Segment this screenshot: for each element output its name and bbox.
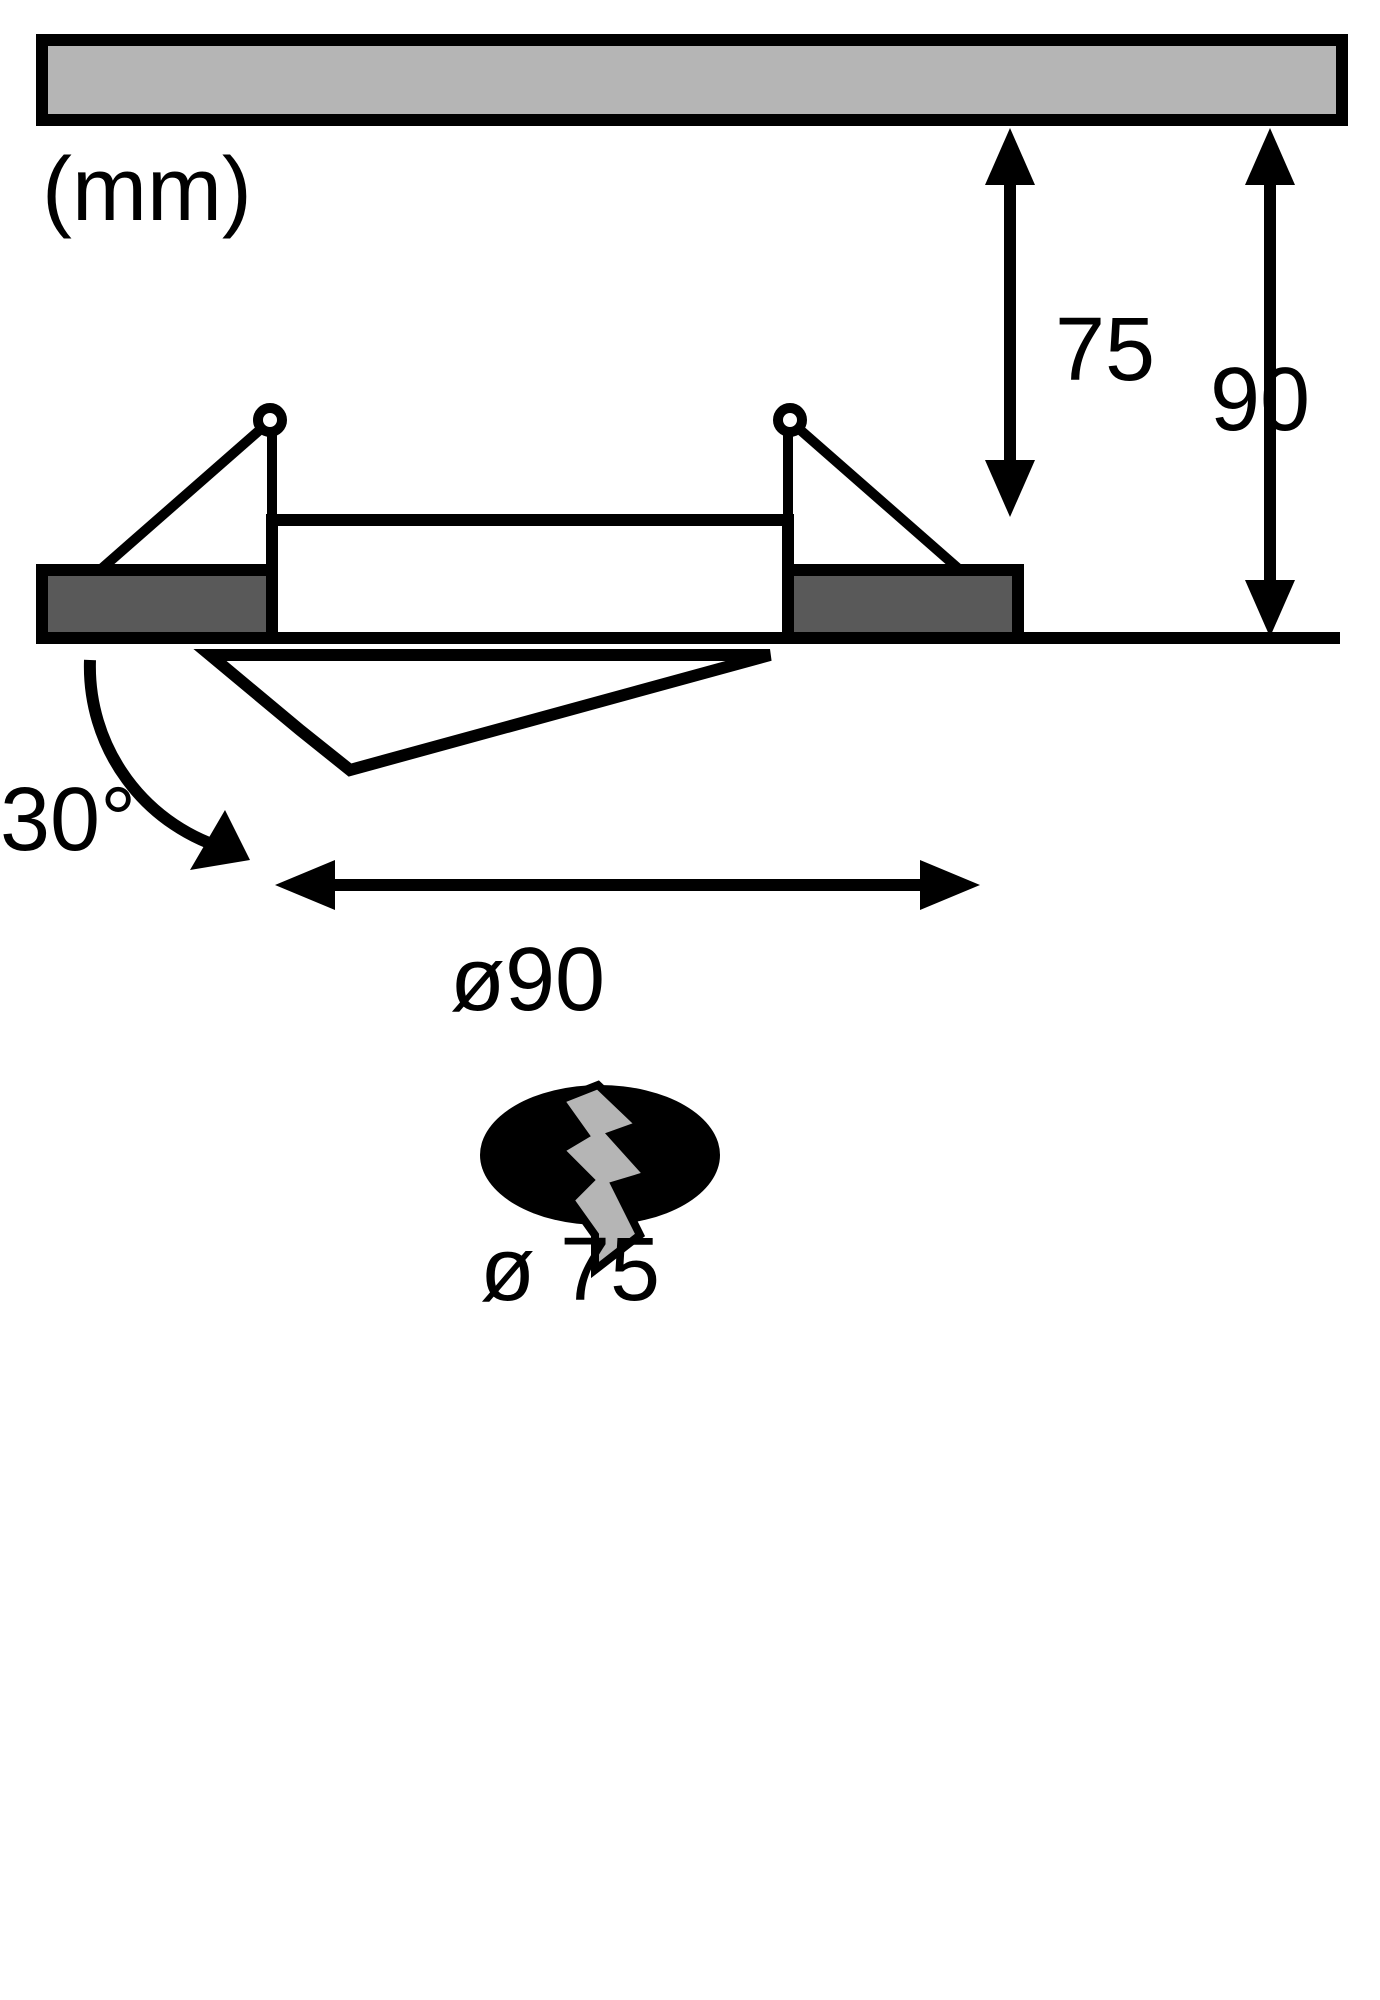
tilt-lamp (210, 655, 770, 770)
dim-diameter: ø90 (275, 860, 980, 1030)
dim-depth-outer-label: 90 (1210, 350, 1310, 450)
tilt-angle-label: 30° (0, 770, 136, 870)
spring-clip-left (100, 408, 282, 570)
ceiling-bar (42, 40, 1342, 120)
flange-right (788, 570, 1018, 638)
dim-diameter-label: ø90 (450, 930, 605, 1030)
unit-label: (mm) (42, 140, 252, 240)
cutout-icon: ø 75 (480, 1085, 720, 1320)
cutout-label: ø 75 (480, 1220, 660, 1320)
tilt-angle: 30° (0, 660, 250, 870)
flange-left (42, 570, 272, 638)
dim-depth-inner-label: 75 (1055, 300, 1155, 400)
dim-depth-inner: 75 (985, 128, 1155, 517)
fixture-body (272, 520, 788, 638)
spring-clip-right (778, 408, 960, 570)
dimension-diagram: (mm) 75 90 30° (0, 0, 1380, 2000)
